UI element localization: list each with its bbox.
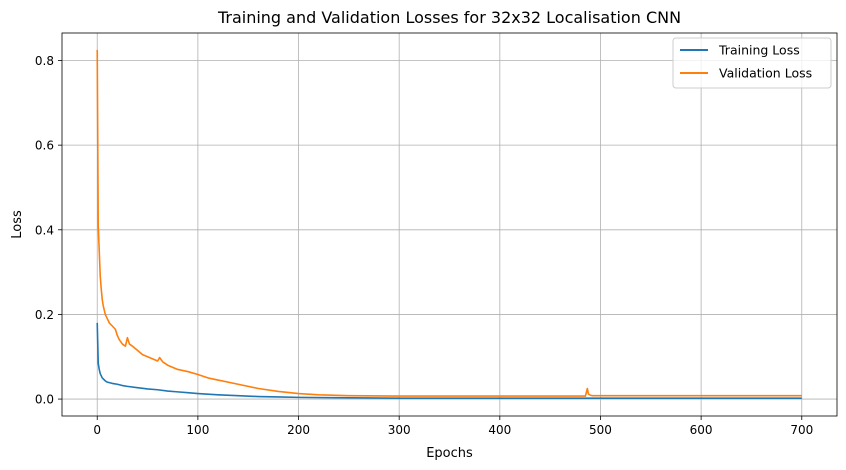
x-tick-label: 500 (589, 423, 612, 437)
y-tick-label: 0.0 (35, 393, 54, 407)
legend: Training Loss Validation Loss (672, 37, 832, 89)
x-tick-label: 100 (186, 423, 209, 437)
x-tick-label: 200 (287, 423, 310, 437)
legend-label-training-loss: Training Loss (718, 43, 800, 58)
plot-frame (61, 32, 838, 417)
x-tick-label: 600 (690, 423, 713, 437)
series-layer (96, 49, 802, 400)
x-tick-label: 400 (488, 423, 511, 437)
y-axis-label: Loss (10, 210, 25, 239)
grid-lines (62, 33, 837, 416)
y-axis: 0.0 0.2 0.4 0.6 0.8 (35, 54, 62, 407)
chart-title: Training and Validation Losses for 32x32… (217, 8, 681, 27)
x-tick-label: 0 (93, 423, 101, 437)
y-tick-label: 0.6 (35, 139, 54, 153)
x-axis: 0 100 200 300 400 500 600 700 (93, 416, 813, 437)
x-tick-label: 700 (790, 423, 813, 437)
x-axis-label: Epochs (426, 446, 473, 461)
x-tick-label: 300 (388, 423, 411, 437)
y-tick-label: 0.8 (35, 54, 54, 68)
y-tick-label: 0.2 (35, 308, 54, 322)
series-line-training-loss (96, 322, 802, 400)
series-line-validation-loss (96, 49, 802, 397)
legend-box (672, 37, 832, 89)
y-tick-label: 0.4 (35, 223, 54, 237)
legend-label-validation-loss: Validation Loss (719, 66, 812, 81)
